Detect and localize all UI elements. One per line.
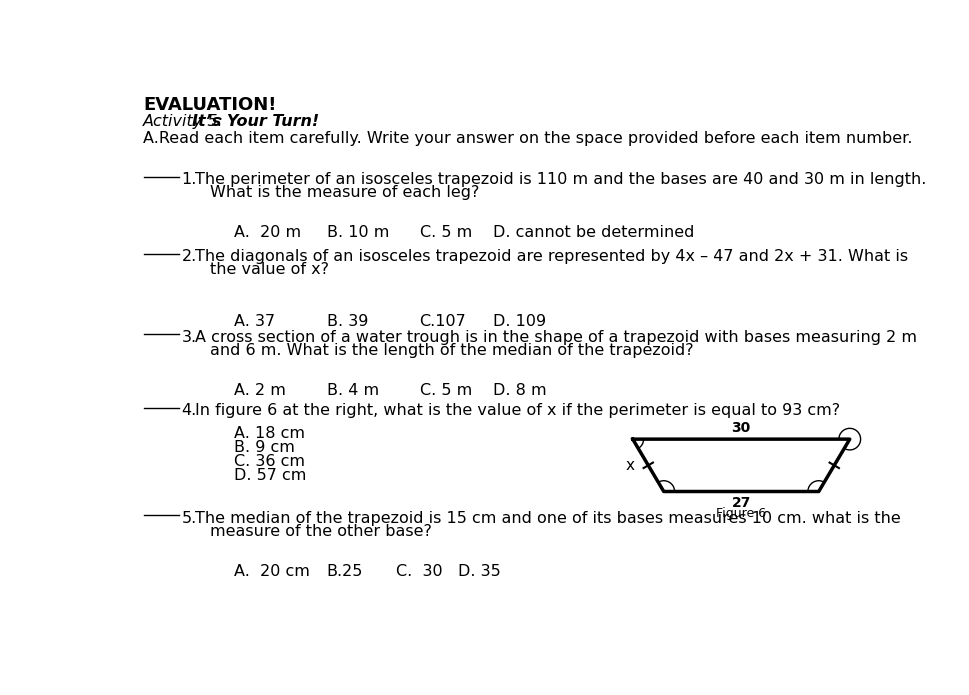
Text: C. 5 m: C. 5 m [420,383,471,398]
Text: 4.: 4. [181,403,197,418]
Text: A. 2 m: A. 2 m [234,383,285,398]
Text: D. 57 cm: D. 57 cm [234,468,305,482]
Text: B. 4 m: B. 4 m [327,383,378,398]
Text: and 6 m. What is the length of the median of the trapezoid?: and 6 m. What is the length of the media… [210,343,693,358]
Text: 30: 30 [731,420,750,434]
Text: B. 39: B. 39 [327,313,367,329]
Text: 3.: 3. [181,330,197,345]
Text: It’s Your Turn!: It’s Your Turn! [192,114,319,129]
Text: D. 8 m: D. 8 m [493,383,547,398]
Text: A. 37: A. 37 [234,313,274,329]
Text: In figure 6 at the right, what is the value of x if the perimeter is equal to 93: In figure 6 at the right, what is the va… [195,403,839,418]
Text: What is the measure of each leg?: What is the measure of each leg? [210,185,480,200]
Text: A.  20 cm: A. 20 cm [234,564,309,579]
Text: x: x [625,458,634,473]
Text: the value of x?: the value of x? [210,262,329,277]
Text: B.25: B.25 [327,564,362,579]
Text: Activity 5:: Activity 5: [142,114,224,129]
Text: The median of the trapezoid is 15 cm and one of its bases measures 10 cm. what i: The median of the trapezoid is 15 cm and… [195,511,899,525]
Text: 1.: 1. [181,172,197,187]
Text: D. cannot be determined: D. cannot be determined [493,225,694,240]
Text: EVALUATION!: EVALUATION! [142,96,276,114]
Text: C. 5 m: C. 5 m [420,225,471,240]
Text: A cross section of a water trough is in the shape of a trapezoid with bases meas: A cross section of a water trough is in … [195,330,916,345]
Text: The perimeter of an isosceles trapezoid is 110 m and the bases are 40 and 30 m i: The perimeter of an isosceles trapezoid … [195,172,925,187]
Text: Figure 6: Figure 6 [715,507,766,520]
Text: D. 35: D. 35 [458,564,501,579]
Text: A. 18 cm: A. 18 cm [234,426,304,441]
Text: measure of the other base?: measure of the other base? [210,524,432,539]
Text: C. 36 cm: C. 36 cm [234,454,304,468]
Text: C.  30: C. 30 [396,564,443,579]
Text: A.  20 m: A. 20 m [234,225,300,240]
Text: C.107: C.107 [420,313,466,329]
Text: 27: 27 [731,496,750,510]
Text: A.Read each item carefully. Write your answer on the space provided before each : A.Read each item carefully. Write your a… [142,131,912,146]
Text: 2.: 2. [181,249,197,264]
Text: The diagonals of an isosceles trapezoid are represented by 4x – 47 and 2x + 31. : The diagonals of an isosceles trapezoid … [195,249,907,264]
Text: 5.: 5. [181,511,197,525]
Text: B. 9 cm: B. 9 cm [234,440,295,455]
Text: D. 109: D. 109 [493,313,546,329]
Text: B. 10 m: B. 10 m [327,225,389,240]
